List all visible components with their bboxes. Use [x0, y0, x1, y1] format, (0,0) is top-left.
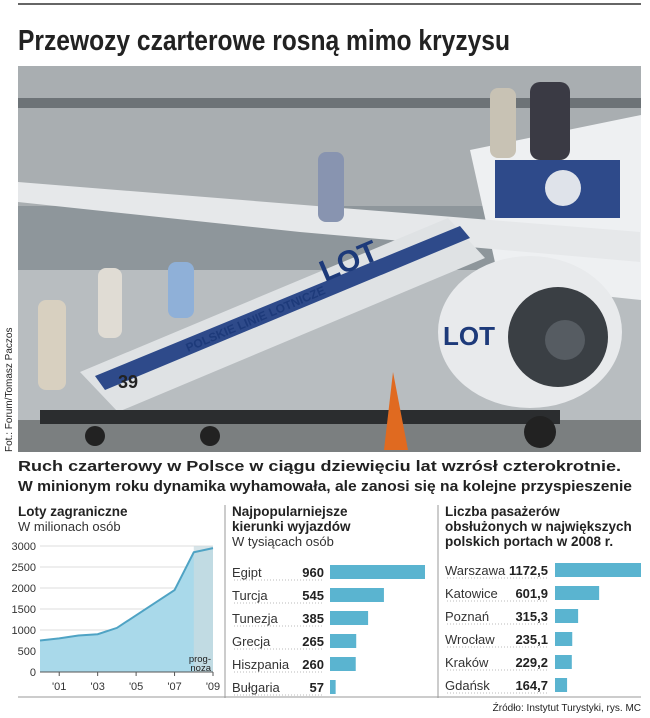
value-label: 1172,5 — [509, 563, 548, 578]
value-label: 57 — [310, 680, 324, 695]
chart-title: polskich portach w 2008 r. — [445, 534, 613, 549]
lead-line: W minionym roku dynamika wyhamowała, ale… — [18, 478, 632, 495]
bar — [330, 680, 336, 694]
category-label: Wrocław — [445, 632, 495, 647]
value-label: 601,9 — [515, 586, 548, 601]
bar — [330, 657, 356, 671]
x-tick-label: '01 — [52, 681, 66, 693]
chart-title: kierunki wyjazdów — [232, 519, 351, 534]
value-label: 235,1 — [515, 632, 548, 647]
bar — [555, 678, 568, 692]
x-tick-label: '05 — [129, 681, 143, 693]
photo: LOT LOT POLSKIE LINIE LOTNICZE 39 — [18, 66, 641, 452]
line — [39, 547, 214, 642]
chart-title: Liczba pasażerów — [445, 504, 560, 519]
value-label: 260 — [302, 657, 324, 672]
chart-title: Loty zagraniczne — [18, 504, 128, 519]
value-label: 960 — [302, 565, 324, 580]
category-label: Katowice — [445, 586, 498, 601]
category-label: Poznań — [445, 609, 489, 624]
x-tick-label: '09 — [206, 681, 220, 693]
bar — [555, 609, 579, 623]
bar — [330, 588, 384, 602]
lead-line: Ruch czarterowy w Polsce w ciągu dziewię… — [18, 458, 621, 475]
chart-title: Najpopularniejsze — [232, 504, 348, 519]
bar — [555, 586, 600, 600]
y-tick-label: 3000 — [12, 541, 36, 553]
category-label: Gdańsk — [445, 678, 490, 693]
chart-title: obsłużonych w największych — [445, 519, 632, 534]
category-label: Egipt — [232, 565, 262, 580]
value-label: 545 — [302, 588, 324, 603]
area — [40, 548, 213, 672]
bar — [555, 632, 573, 646]
x-tick-label: '07 — [167, 681, 181, 693]
value-label: 164,7 — [515, 678, 548, 693]
chart-subtitle: W milionach osób — [18, 519, 121, 534]
bar — [330, 611, 369, 625]
y-tick-label: 2500 — [12, 562, 36, 574]
annotation: prog- — [189, 654, 211, 665]
category-label: Tunezja — [232, 611, 279, 626]
category-label: Grecja — [232, 634, 271, 649]
category-label: Hiszpania — [232, 657, 290, 672]
x-tick-label: '03 — [90, 681, 104, 693]
value-label: 385 — [302, 611, 324, 626]
y-tick-label: 2000 — [12, 583, 36, 595]
photo-credit: Fot.: Forum/Tomasz Paczos — [4, 328, 15, 452]
value-label: 265 — [302, 634, 324, 649]
category-label: Bułgaria — [232, 680, 280, 695]
bar — [330, 634, 357, 648]
stairs-number: 39 — [118, 372, 138, 392]
y-tick-label: 1000 — [12, 625, 36, 637]
bar — [555, 563, 641, 577]
annotation: noza — [190, 663, 211, 674]
bar — [330, 565, 425, 579]
chart-subtitle: W tysiącach osób — [232, 534, 334, 549]
y-tick-label: 1500 — [12, 604, 36, 616]
forecast-region — [193, 546, 213, 672]
category-label: Kraków — [445, 655, 489, 670]
category-label: Turcja — [232, 588, 268, 603]
value-label: 229,2 — [515, 655, 548, 670]
category-label: Warszawa — [445, 563, 506, 578]
engine-logo: LOT — [443, 321, 495, 351]
title: Przewozy czarterowe rosną mimo kryzysu — [18, 25, 510, 57]
y-tick-label: 0 — [30, 667, 36, 679]
y-tick-label: 500 — [18, 646, 36, 658]
value-label: 315,3 — [515, 609, 548, 624]
bar — [555, 655, 572, 669]
source: Źródło: Instytut Turystyki, rys. MC — [493, 701, 641, 714]
